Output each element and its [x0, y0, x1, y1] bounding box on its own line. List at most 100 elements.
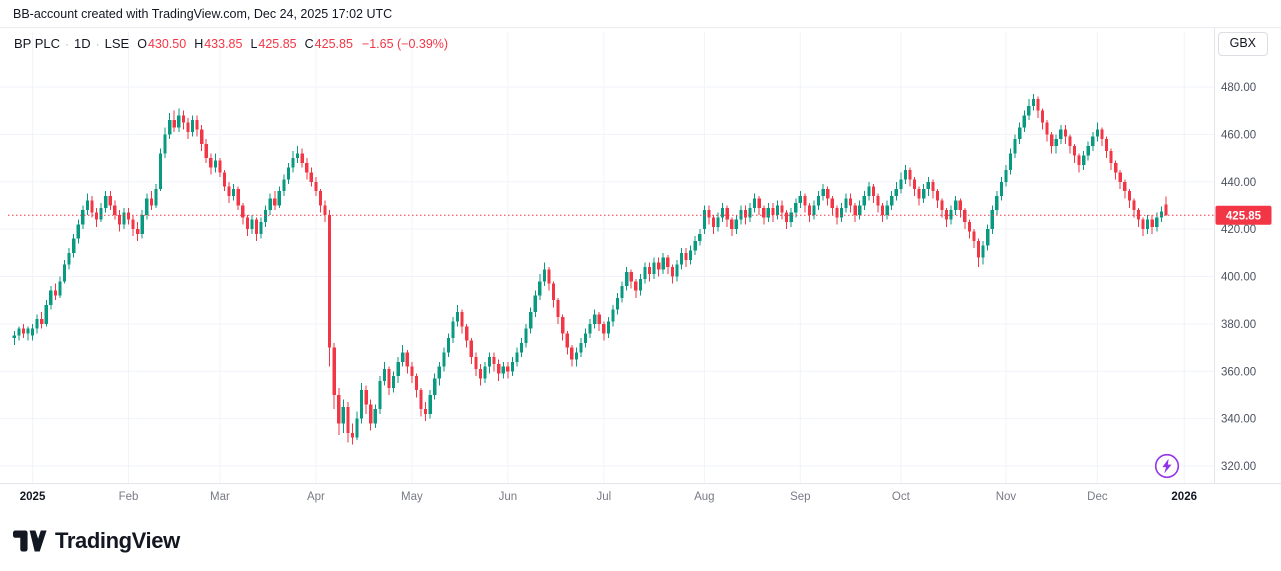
- candle-body: [104, 195, 108, 208]
- candle-body: [734, 219, 738, 230]
- candle: [478, 364, 483, 386]
- candle: [94, 207, 99, 227]
- candle: [181, 110, 185, 130]
- candle-body: [510, 361, 515, 372]
- symbol-name: BP PLC: [14, 36, 61, 51]
- candle-body: [972, 231, 976, 241]
- time-tick-label: Dec: [1087, 491, 1108, 503]
- time-tick-label: May: [401, 491, 423, 503]
- candle-body: [524, 328, 528, 343]
- candle: [104, 191, 108, 213]
- candle-body: [935, 191, 940, 201]
- candle-body: [58, 281, 62, 296]
- candle: [1027, 98, 1031, 121]
- candle: [542, 262, 547, 286]
- candle-body: [885, 205, 889, 215]
- candle-body: [538, 281, 542, 296]
- candle-body: [981, 245, 985, 258]
- candle: [227, 181, 231, 204]
- candle-body: [163, 134, 167, 154]
- candle: [1159, 206, 1163, 223]
- candle-body: [666, 257, 670, 268]
- tradingview-logo[interactable]: TradingView: [13, 528, 180, 554]
- candle-body: [643, 267, 647, 279]
- candle-body: [1114, 162, 1118, 173]
- time-tick-label: 2025: [20, 491, 46, 503]
- candle-body: [1072, 146, 1077, 156]
- candle-body: [519, 342, 524, 353]
- candle-body: [181, 115, 185, 123]
- time-tick-label: Sep: [790, 491, 810, 503]
- candle-body: [44, 304, 48, 324]
- candle: [1031, 94, 1035, 111]
- candle: [1146, 214, 1150, 234]
- candle-body: [1141, 219, 1145, 230]
- currency-button[interactable]: GBX: [1217, 32, 1268, 56]
- candle: [1068, 134, 1072, 154]
- candle-body: [862, 195, 866, 206]
- candle-body: [387, 368, 391, 388]
- candle: [954, 195, 958, 215]
- price-tick-label: 460.00: [1221, 129, 1256, 141]
- candle-body: [675, 264, 679, 277]
- candle: [1072, 143, 1077, 163]
- candle: [734, 214, 738, 234]
- candle-body: [405, 352, 409, 367]
- time-tick-label: Apr: [307, 491, 325, 503]
- candle-body: [136, 229, 140, 234]
- candle-body: [638, 278, 642, 291]
- candle: [798, 191, 802, 208]
- candle: [880, 203, 885, 223]
- candle: [625, 267, 629, 291]
- candle: [615, 293, 620, 315]
- candle: [405, 349, 409, 374]
- candle-body: [296, 153, 300, 159]
- candle: [12, 331, 16, 346]
- candle: [1118, 169, 1122, 189]
- candle: [1013, 134, 1017, 159]
- candle: [168, 113, 172, 140]
- candle: [684, 248, 688, 268]
- candle: [1150, 214, 1154, 234]
- candle: [437, 361, 441, 386]
- candle-body: [839, 207, 844, 218]
- candle: [766, 203, 770, 223]
- candle-body: [940, 200, 944, 211]
- candle-body: [186, 122, 190, 133]
- candle-body: [1150, 219, 1154, 227]
- candle-body: [145, 198, 149, 215]
- candle-body: [12, 335, 16, 339]
- candle: [26, 326, 30, 341]
- candle: [149, 191, 153, 211]
- candle-body: [647, 267, 652, 275]
- candle-body: [90, 200, 94, 213]
- ohlc-low-value: 425.85: [258, 36, 297, 51]
- candle-body: [62, 264, 67, 282]
- candle: [981, 240, 985, 265]
- price-axis[interactable]: 480.00 460.00 440.00 420.00 400.00 380.00 360.…: [1221, 82, 1256, 473]
- symbol-exchange: LSE: [104, 36, 130, 51]
- candle: [136, 222, 140, 241]
- time-axis[interactable]: 2025 Feb Mar Apr May Jun Jul Aug Sep Oct Nov Dec 202…: [20, 491, 1197, 503]
- candle: [871, 184, 876, 204]
- candle: [583, 328, 588, 348]
- candle: [296, 146, 300, 163]
- candle-body: [391, 376, 396, 388]
- candle: [506, 361, 510, 379]
- candle-body: [853, 205, 857, 215]
- symbol-legend[interactable]: BP PLC · 1D · LSE O 430.50 H 433.85 L 42…: [14, 36, 448, 51]
- candle: [967, 219, 972, 239]
- candle: [839, 203, 844, 223]
- candle: [666, 255, 670, 275]
- candle-body: [126, 212, 131, 220]
- candle-body: [149, 198, 153, 206]
- candle-body: [200, 129, 204, 144]
- candle-body: [465, 326, 469, 341]
- candle-body: [1136, 210, 1141, 220]
- candle-body: [17, 328, 21, 336]
- boost-button[interactable]: [1153, 452, 1181, 480]
- candle-body: [721, 207, 725, 218]
- candle-body: [1132, 200, 1136, 211]
